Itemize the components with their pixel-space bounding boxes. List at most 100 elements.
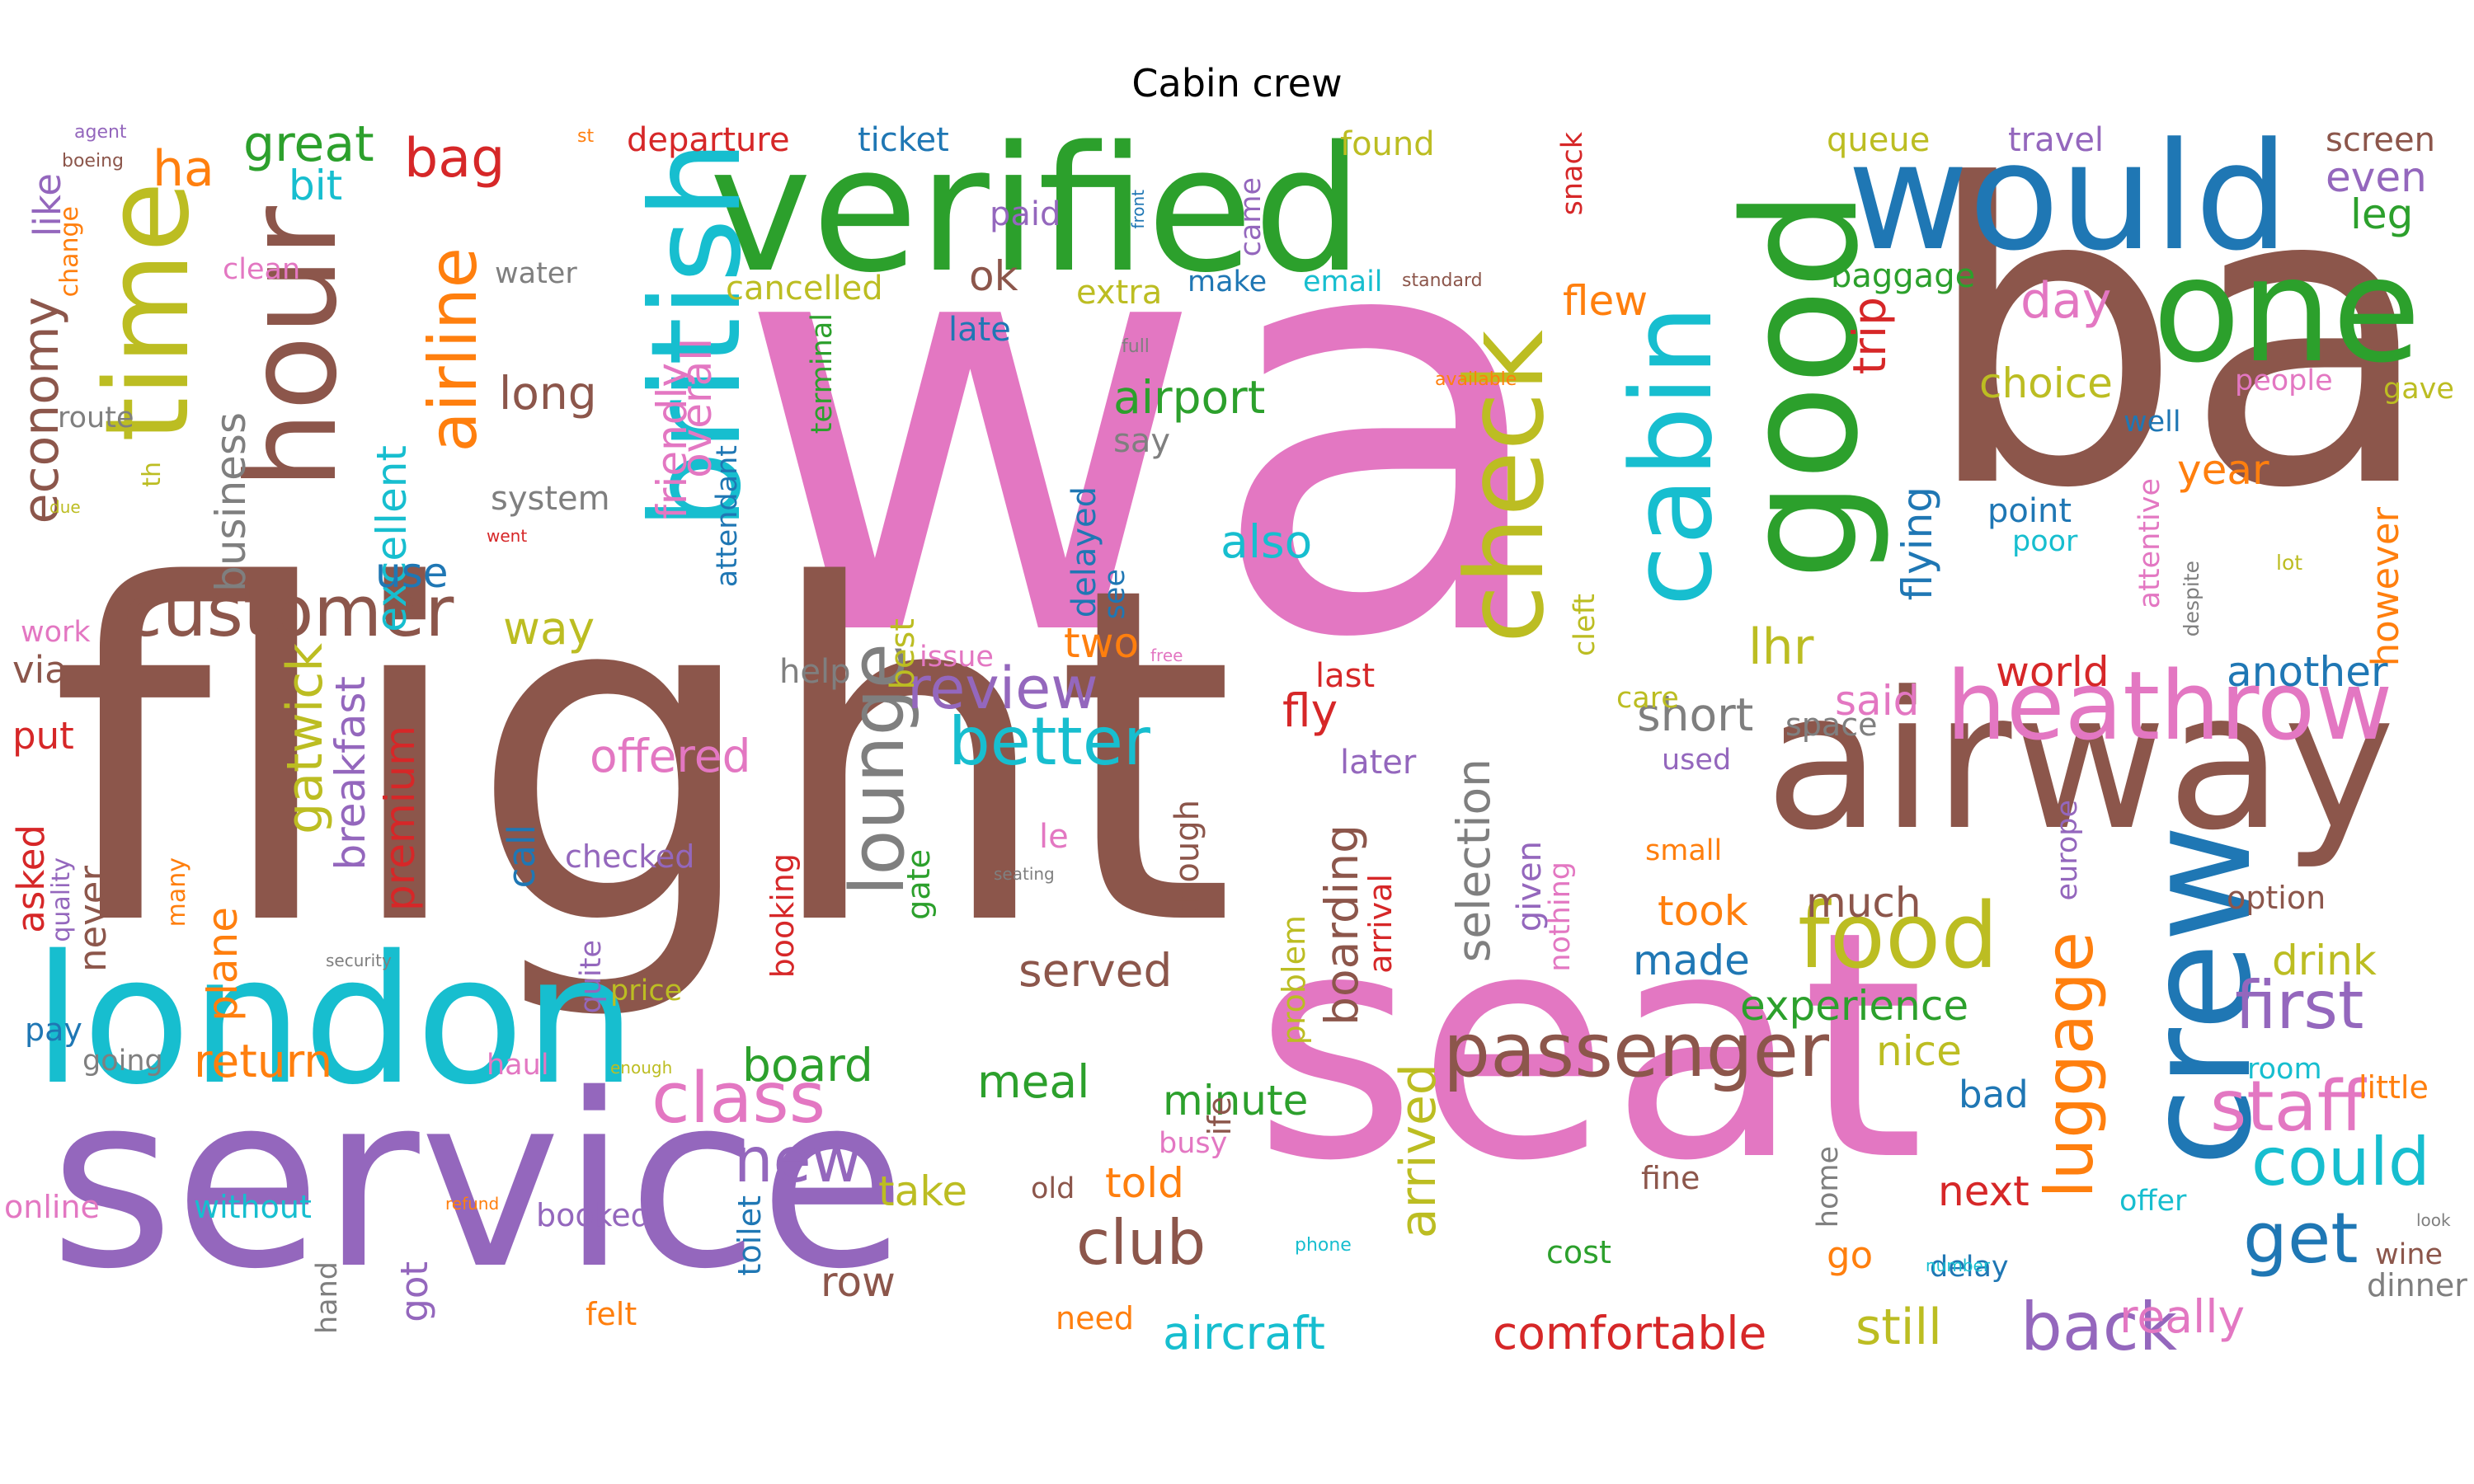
word-lot: lot xyxy=(2276,551,2303,575)
word-really: really xyxy=(2119,1290,2246,1343)
word-care: care xyxy=(1616,682,1679,715)
word-two: two xyxy=(1064,619,1140,667)
word-old: old xyxy=(1031,1172,1075,1205)
word-problem: problem xyxy=(1276,915,1312,1045)
word-used: used xyxy=(1662,744,1732,777)
word-delay: delay xyxy=(1930,1251,2009,1284)
word-extra: extra xyxy=(1076,274,1163,312)
word-ha: ha xyxy=(153,140,214,198)
word-delayed: delayed xyxy=(1065,486,1103,618)
word-space: space xyxy=(1785,707,1878,743)
word-attentive: attentive xyxy=(2133,478,2166,609)
word-short: short xyxy=(1637,688,1754,741)
word-people: people xyxy=(2235,364,2333,397)
word-look: look xyxy=(2416,1210,2451,1230)
word-get: get xyxy=(2243,1198,2359,1280)
word-make: make xyxy=(1188,265,1268,298)
word-cleft: cleft xyxy=(1569,594,1602,656)
word-despite: despite xyxy=(2180,561,2204,637)
word-snack: snack xyxy=(1556,132,1589,216)
word-first: first xyxy=(2235,967,2364,1044)
word-poor: poor xyxy=(2012,525,2078,558)
word-screen: screen xyxy=(2326,121,2435,159)
word-lhr: lhr xyxy=(1748,618,1814,676)
word-many: many xyxy=(162,857,191,928)
word-best: best xyxy=(884,618,922,690)
word-well: well xyxy=(2124,406,2181,439)
word-given: given xyxy=(1511,841,1549,932)
word-haul: haul xyxy=(487,1049,549,1082)
word-nothing: nothing xyxy=(1544,862,1577,972)
word-home: home xyxy=(1812,1146,1845,1228)
word-meal: meal xyxy=(977,1055,1090,1108)
word-excellent: excellent xyxy=(368,445,416,632)
word-ife: ife xyxy=(1202,1097,1238,1136)
word-use: use xyxy=(375,549,449,597)
word-aircraft: aircraft xyxy=(1163,1307,1325,1360)
word-agent: agent xyxy=(74,122,127,143)
word-gatwick: gatwick xyxy=(276,643,334,834)
word-call: call xyxy=(500,824,543,889)
word-going: going xyxy=(82,1045,163,1078)
word-selection: selection xyxy=(1447,758,1500,963)
word-need: need xyxy=(1056,1300,1134,1336)
word-boeing: boeing xyxy=(62,151,124,171)
word-say: say xyxy=(1113,422,1171,460)
word-gave: gave xyxy=(2383,373,2454,406)
word-email: email xyxy=(1303,265,1383,298)
word-flight: flight xyxy=(49,490,1236,1027)
word-clean: clean xyxy=(223,253,301,286)
word-food: food xyxy=(1798,883,1999,989)
word-quite: quite xyxy=(575,940,608,1014)
word-last: last xyxy=(1315,657,1376,695)
word-also: also xyxy=(1221,515,1313,568)
word-ticket: ticket xyxy=(858,121,949,159)
word-good: good xyxy=(1710,190,1893,580)
word-pay: pay xyxy=(25,1012,82,1048)
word-passenger: passenger xyxy=(1443,1007,1829,1094)
word-one: one xyxy=(2152,228,2421,395)
word-arrived: arrived xyxy=(1390,1064,1447,1239)
word-made: made xyxy=(1633,937,1750,984)
word-comfortable: comfortable xyxy=(1493,1307,1767,1360)
word-baggage: baggage xyxy=(1831,257,1976,295)
word-would: would xyxy=(1847,115,2289,284)
word-trip: trip xyxy=(1843,297,1896,375)
word-st: st xyxy=(577,126,595,147)
word-verified: verified xyxy=(709,115,1363,311)
word-price: price xyxy=(610,974,683,1007)
word-flying: flying xyxy=(1893,486,1941,601)
word-booking: booking xyxy=(764,853,801,979)
word-booked: booked xyxy=(536,1197,651,1233)
word-though: though xyxy=(1169,800,1206,917)
word-year: year xyxy=(2177,446,2269,494)
word-seat: seat xyxy=(1253,864,1925,1229)
word-cloud: wa flight ba seat service verified british lond… xyxy=(0,115,2474,1418)
word-review: review xyxy=(907,655,1098,722)
word-help: help xyxy=(779,653,851,691)
word-however: however xyxy=(2363,507,2407,667)
word-could: could xyxy=(2251,1124,2430,1200)
word-experience: experience xyxy=(1740,982,1969,1030)
word-next: next xyxy=(1938,1167,2030,1215)
word-water: water xyxy=(495,257,577,290)
word-service: service xyxy=(49,1044,906,1322)
word-wa: wa xyxy=(734,115,1560,764)
word-take: take xyxy=(878,1167,968,1215)
word-seating: seating xyxy=(994,864,1055,884)
word-day: day xyxy=(2020,272,2112,330)
word-le: le xyxy=(1039,818,1069,856)
word-return: return xyxy=(194,1035,333,1087)
word-ok: ok xyxy=(969,252,1018,300)
word-number: number xyxy=(1926,1256,1991,1275)
word-premium: premium xyxy=(376,726,424,911)
word-choice: choice xyxy=(1979,359,2113,407)
word-standard: standard xyxy=(1402,270,1483,291)
word-felt: felt xyxy=(586,1296,637,1332)
word-board: board xyxy=(742,1039,873,1092)
word-asked: asked xyxy=(9,824,53,933)
word-phone: phone xyxy=(1295,1235,1352,1256)
word-row: row xyxy=(821,1258,896,1306)
word-via: via xyxy=(12,648,68,692)
word-took: took xyxy=(1658,887,1748,935)
